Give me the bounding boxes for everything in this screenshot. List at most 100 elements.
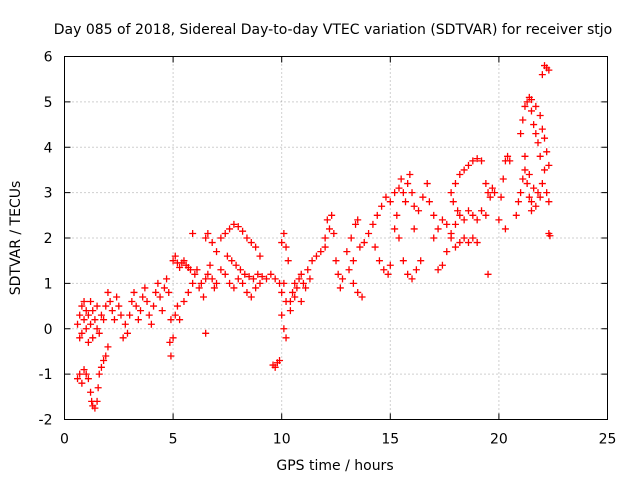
data-point: [375, 257, 383, 265]
data-point: [76, 370, 84, 378]
data-point: [117, 311, 125, 319]
data-point: [534, 189, 542, 197]
data-point: [525, 193, 533, 201]
data-point: [328, 211, 336, 219]
data-point: [284, 257, 292, 265]
data-point: [145, 311, 153, 319]
data-point: [532, 202, 540, 210]
data-point: [402, 198, 410, 206]
data-point: [469, 234, 477, 242]
x-tick-label: 0: [60, 432, 69, 448]
data-point: [451, 180, 459, 188]
data-point: [358, 293, 366, 301]
y-tick-label: 0: [44, 322, 53, 338]
data-point: [280, 279, 288, 287]
data-point: [282, 243, 290, 251]
data-point: [100, 316, 108, 324]
data-point: [137, 307, 145, 315]
data-point: [469, 211, 477, 219]
data-point: [221, 270, 229, 278]
data-point: [78, 302, 86, 310]
y-tick-label: 5: [44, 95, 53, 111]
data-point: [152, 288, 160, 296]
data-point: [89, 334, 97, 342]
data-point: [380, 266, 388, 274]
data-point: [399, 189, 407, 197]
data-point: [262, 275, 270, 283]
data-point: [425, 198, 433, 206]
data-point: [176, 263, 184, 271]
data-point: [527, 198, 535, 206]
data-point: [195, 284, 203, 292]
data-point: [239, 279, 247, 287]
y-tick-label: 2: [44, 231, 53, 247]
data-point: [478, 157, 486, 165]
data-point: [541, 166, 549, 174]
data-point: [278, 288, 286, 296]
data-point: [356, 243, 364, 251]
y-tick-label: 1: [44, 276, 53, 292]
data-point: [317, 248, 325, 256]
data-point: [360, 239, 368, 247]
data-point: [82, 307, 90, 315]
data-point: [488, 184, 496, 192]
data-point: [228, 257, 236, 265]
data-point: [523, 180, 531, 188]
data-point: [484, 189, 492, 197]
data-point: [397, 175, 405, 183]
data-point: [447, 234, 455, 242]
data-point: [97, 311, 105, 319]
data-point: [128, 298, 136, 306]
data-point: [204, 270, 212, 278]
data-point: [460, 166, 468, 174]
data-point: [208, 275, 216, 283]
data-point: [84, 311, 92, 319]
data-point: [276, 357, 284, 365]
data-point: [434, 266, 442, 274]
data-point: [330, 229, 338, 237]
data-point: [193, 266, 201, 274]
data-point: [226, 225, 234, 233]
data-point: [91, 404, 99, 412]
data-point: [110, 316, 118, 324]
data-point: [443, 248, 451, 256]
data-point: [282, 334, 290, 342]
data-point: [297, 270, 305, 278]
data-point: [464, 207, 472, 215]
data-point: [119, 334, 127, 342]
data-point: [169, 334, 177, 342]
data-point: [391, 225, 399, 233]
data-point: [197, 279, 205, 287]
data-point: [491, 189, 499, 197]
data-point: [132, 302, 140, 310]
data-point: [336, 284, 344, 292]
data-point: [93, 302, 101, 310]
data-point: [234, 275, 242, 283]
data-point: [74, 375, 82, 383]
data-point: [84, 375, 92, 383]
data-point: [419, 193, 427, 201]
data-point: [404, 270, 412, 278]
data-point: [167, 352, 175, 360]
data-point: [204, 229, 212, 237]
data-point: [347, 234, 355, 242]
data-point: [415, 207, 423, 215]
data-point: [278, 311, 286, 319]
data-point: [180, 257, 188, 265]
data-point: [408, 275, 416, 283]
data-point: [306, 275, 314, 283]
data-point: [163, 275, 171, 283]
y-tick-label: 6: [44, 50, 53, 66]
data-point: [217, 266, 225, 274]
data-point: [289, 288, 297, 296]
data-point: [373, 211, 381, 219]
data-point: [519, 175, 527, 183]
data-point: [521, 166, 529, 174]
data-point: [78, 329, 86, 337]
data-point: [256, 279, 264, 287]
data-point: [147, 320, 155, 328]
data-point: [538, 180, 546, 188]
data-point: [451, 220, 459, 228]
data-point: [378, 202, 386, 210]
